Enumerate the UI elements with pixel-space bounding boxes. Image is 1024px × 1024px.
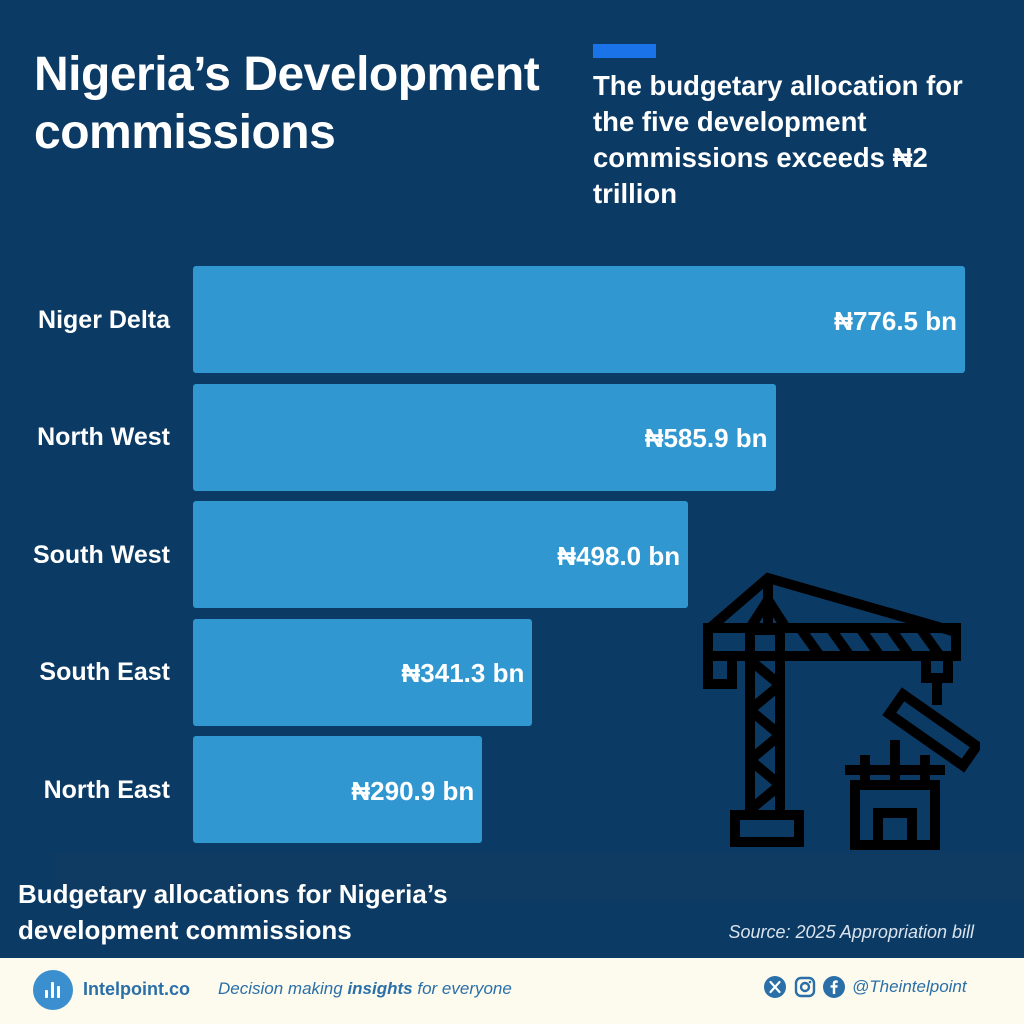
page-title: Nigeria’s Development commissions [34, 48, 540, 159]
source-note: Source: 2025 Appropriation bill [728, 922, 975, 942]
facebook-icon[interactable] [823, 976, 845, 998]
accent-bar [593, 44, 656, 58]
category-label: Niger Delta [38, 305, 170, 334]
intelpoint-logo-icon [33, 970, 73, 1010]
tagline-end: for everyone [412, 979, 512, 998]
caption-band [55, 853, 1024, 901]
tagline-start: Decision making [218, 979, 348, 998]
construction-crane-icon [703, 572, 980, 850]
value-label: ₦341.3 bn [401, 658, 525, 688]
chart-title: Budgetary allocations for Nigeria’s deve… [18, 879, 448, 945]
brand-name[interactable]: Intelpoint.co [83, 979, 190, 999]
instagram-icon[interactable] [794, 976, 816, 998]
value-label: ₦290.9 bn [351, 775, 475, 806]
bar [193, 618, 533, 726]
tagline: Decision making insights for everyone [218, 979, 512, 999]
bar [193, 266, 965, 373]
category-label: North West [37, 423, 170, 451]
category-label: South West [32, 540, 170, 569]
category-label: South East [39, 658, 170, 686]
tagline-emphasis: insights [347, 979, 413, 998]
bar [193, 736, 483, 843]
bar [193, 383, 776, 491]
page-subtitle: The budgetary allocation for the five de… [593, 70, 963, 209]
bar [193, 501, 689, 608]
x-icon[interactable] [764, 976, 786, 998]
social-handle[interactable]: @Theintelpoint [852, 977, 967, 996]
value-label: ₦776.5 bn [834, 305, 957, 336]
footer: Intelpoint.co Decision making insights f… [0, 958, 1024, 1024]
value-label: ₦498.0 bn [557, 540, 681, 571]
category-label: North East [43, 775, 170, 804]
value-label: ₦585.9 bn [644, 423, 768, 453]
